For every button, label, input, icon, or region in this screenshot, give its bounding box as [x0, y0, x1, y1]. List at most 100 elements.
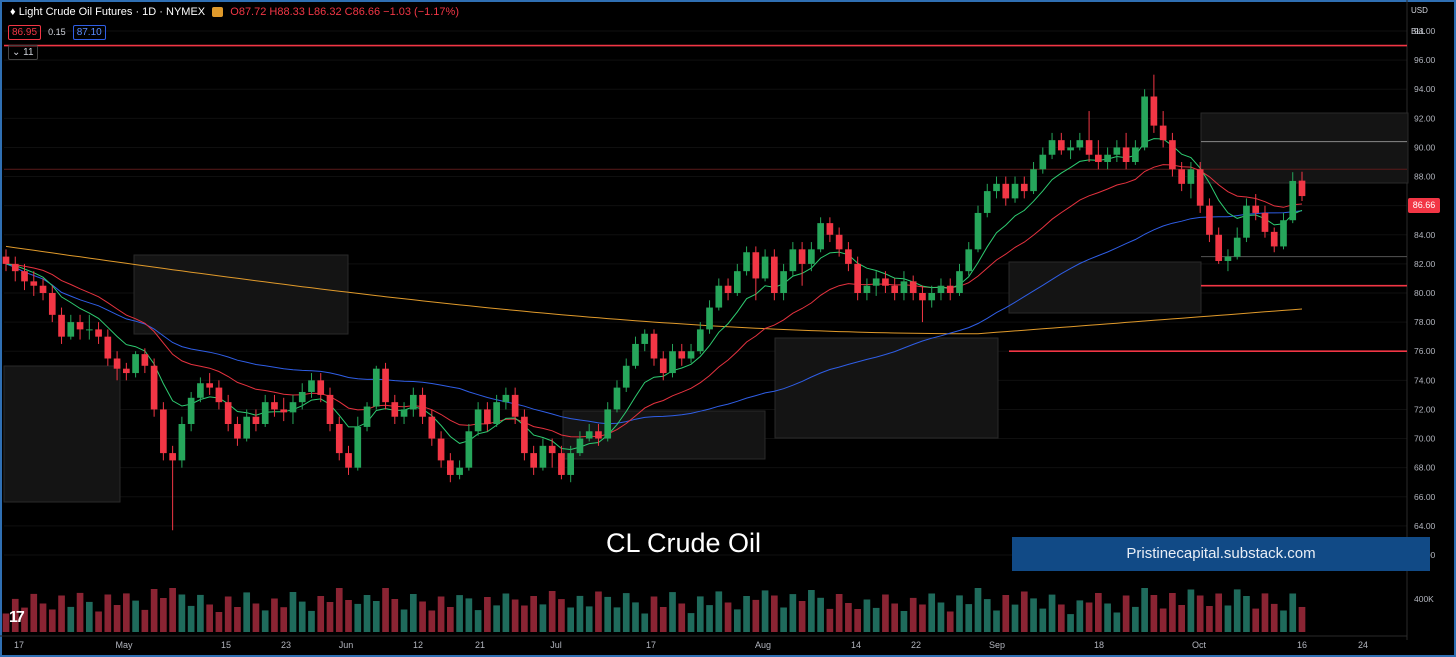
candle-body: [724, 285, 732, 293]
volume-bar: [363, 595, 371, 632]
x-tick-label: 17: [646, 640, 656, 650]
volume-bar: [206, 604, 213, 632]
unit-label[interactable]: BLL: [1411, 27, 1426, 36]
candle-body: [715, 285, 723, 308]
bid-price[interactable]: 86.95: [8, 25, 42, 40]
candle-body: [845, 249, 852, 264]
candle-body: [178, 424, 186, 461]
y-tick-label: 96.00: [1414, 55, 1436, 65]
market-status-icon[interactable]: [212, 7, 224, 18]
candle-body: [141, 354, 149, 366]
candle-body: [372, 368, 380, 407]
candle-body: [363, 406, 371, 427]
candle-body: [113, 358, 121, 369]
volume-bar: [382, 588, 389, 632]
volume-bar: [1132, 606, 1139, 632]
candle-body: [956, 271, 963, 293]
candle-body: [780, 271, 787, 293]
y-tick-label: 92.00: [1414, 113, 1436, 123]
candle-body: [326, 394, 334, 424]
candle-body: [696, 329, 704, 352]
candle-body: [1150, 96, 1158, 126]
ask-price[interactable]: 87.10: [72, 25, 106, 40]
x-tick-label: 18: [1094, 640, 1104, 650]
volume-bar: [622, 593, 630, 632]
volume-bar: [123, 593, 130, 632]
volume-bar: [289, 592, 297, 632]
volume-bar: [354, 603, 362, 632]
volume-bar: [1039, 608, 1047, 632]
y-tick-label: 82.00: [1414, 259, 1436, 269]
volume-bar: [261, 610, 269, 632]
indicators-toggle[interactable]: ⌄ 11: [8, 45, 38, 60]
candle-body: [400, 409, 408, 417]
volume-bar: [326, 602, 334, 632]
candle-body: [1233, 237, 1241, 257]
candle-body: [1187, 169, 1195, 184]
candle-body: [900, 281, 908, 293]
spread-value: 0.15: [48, 27, 66, 37]
volume-bar: [1113, 612, 1121, 632]
candle-body: [595, 431, 602, 439]
volume-bar: [1215, 593, 1223, 632]
candle-body: [1104, 154, 1111, 162]
candle-body: [317, 380, 325, 395]
candle-body: [1085, 140, 1093, 155]
currency-label[interactable]: USD: [1411, 6, 1428, 15]
candle-body: [280, 409, 288, 413]
volume-bar: [280, 607, 288, 632]
volume-bar: [1104, 603, 1111, 632]
candle-body: [1141, 96, 1148, 148]
volume-axis-label: 400K: [1414, 594, 1434, 604]
volume-bar: [539, 604, 547, 632]
volume-bar: [632, 602, 639, 632]
volume-bar: [798, 601, 806, 632]
x-tick-label: Aug: [755, 640, 771, 650]
candle-body: [567, 453, 575, 475]
candle-body: [123, 368, 130, 374]
candle-body: [76, 322, 84, 330]
candle-body: [474, 409, 482, 432]
candle-body: [447, 460, 454, 475]
volume-bar: [85, 601, 93, 632]
volume-bar: [271, 598, 278, 632]
candle-body: [1159, 125, 1167, 141]
y-tick-label: 64.00: [1414, 521, 1436, 531]
sma200-line: [5, 245, 1303, 335]
tradingview-logo[interactable]: 17: [9, 609, 25, 626]
candle-body: [502, 394, 510, 403]
volume-bar: [761, 590, 769, 632]
candle-body: [1122, 147, 1130, 162]
volume-bar: [659, 607, 667, 632]
volume-bar: [1030, 598, 1037, 632]
zone-box: [1200, 112, 1409, 184]
volume-bar: [493, 605, 500, 632]
candle-body: [1206, 205, 1213, 235]
x-tick-label: Jul: [550, 640, 562, 650]
volume-bar: [456, 595, 463, 632]
candle-body: [789, 249, 797, 272]
volume-bar: [2, 613, 10, 632]
volume-bar: [113, 605, 121, 632]
x-tick-label: Jun: [339, 640, 354, 650]
volume-bar: [724, 602, 732, 632]
volume-bar: [854, 609, 861, 632]
candle-body: [85, 329, 93, 331]
candle-body: [706, 307, 713, 330]
candle-body: [234, 424, 241, 439]
volume-bar: [178, 594, 186, 632]
volume-bar: [1011, 604, 1019, 632]
volume-bar: [419, 601, 426, 632]
x-tick-label: 12: [413, 640, 423, 650]
volume-bar: [604, 596, 612, 632]
volume-bar: [1122, 595, 1130, 632]
volume-bar: [1057, 604, 1065, 632]
volume-bar: [1261, 593, 1269, 632]
volume-bar: [613, 607, 621, 632]
candle-body: [354, 426, 362, 468]
volume-bar: [946, 611, 954, 632]
volume-bar: [428, 610, 436, 632]
volume-bar: [447, 607, 454, 632]
volume-bar: [752, 599, 760, 632]
